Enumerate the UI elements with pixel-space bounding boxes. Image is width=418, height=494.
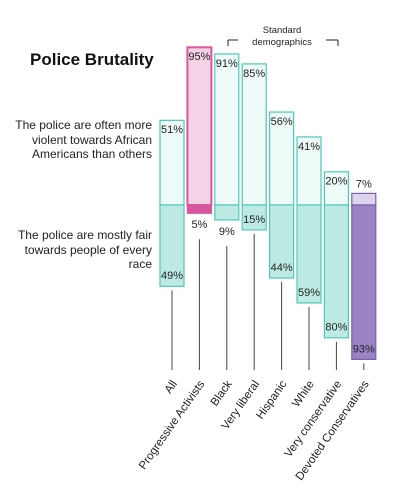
- series-name: The police are mostly fair towards peopl…: [17, 228, 152, 271]
- value-label: 56%: [271, 116, 293, 128]
- bar: [323, 171, 349, 206]
- value-label: 44%: [271, 262, 293, 274]
- value-label: 20%: [325, 176, 347, 188]
- value-label: 93%: [353, 343, 375, 355]
- bar: [269, 204, 295, 279]
- bar: [241, 63, 267, 206]
- bar: [351, 204, 377, 360]
- bar: [296, 204, 322, 304]
- x-tick-label: Black: [209, 378, 235, 408]
- bar: [159, 119, 185, 206]
- value-label: 80%: [325, 322, 347, 334]
- chart-title: Police Brutality: [30, 50, 154, 69]
- value-label: 51%: [161, 124, 183, 136]
- value-label: 41%: [298, 141, 320, 153]
- x-tick-label: White: [290, 379, 317, 410]
- bar: [296, 136, 322, 206]
- value-label: 91%: [216, 58, 238, 70]
- series-name: The police are often more violent toward…: [15, 118, 152, 161]
- bar: [351, 192, 377, 206]
- bar: [323, 204, 349, 339]
- bar: [186, 46, 213, 206]
- value-label: 9%: [219, 226, 235, 238]
- x-tick-label: All: [163, 379, 180, 396]
- bar: [186, 204, 212, 214]
- value-label: 7%: [356, 178, 372, 190]
- bar: [269, 111, 295, 206]
- value-label: 5%: [191, 219, 207, 231]
- bar: [241, 204, 267, 231]
- bar: [159, 204, 185, 287]
- value-label: 85%: [243, 68, 265, 80]
- bar: [214, 204, 240, 221]
- value-label: 95%: [188, 51, 210, 63]
- bar: [214, 53, 240, 206]
- annotation: Standard demographics: [252, 25, 312, 48]
- value-label: 59%: [298, 287, 320, 299]
- value-label: 49%: [161, 270, 183, 282]
- value-label: 15%: [243, 214, 265, 226]
